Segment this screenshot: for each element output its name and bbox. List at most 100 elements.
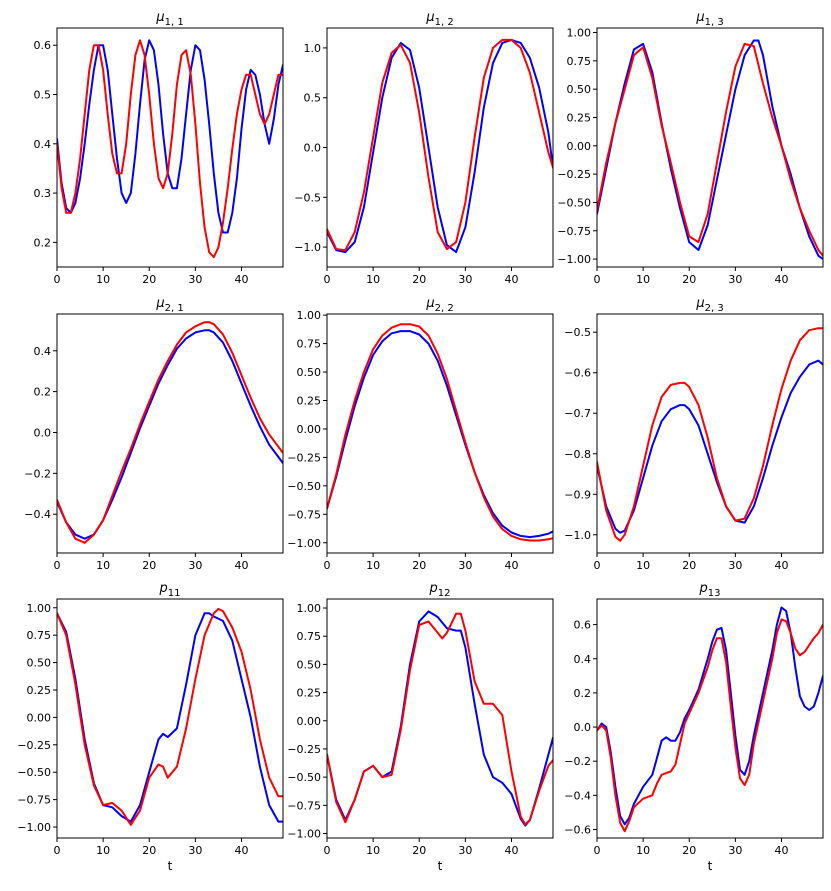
y-tick-label: −0.75 bbox=[287, 508, 321, 521]
x-tick-label: 40 bbox=[234, 273, 248, 286]
y-tick-label: −0.6 bbox=[564, 823, 591, 836]
y-tick-label: −0.50 bbox=[287, 771, 321, 784]
title-symbol: μ bbox=[155, 10, 164, 25]
subplot-title: p12 bbox=[429, 581, 451, 599]
title-subscript: 13 bbox=[708, 588, 721, 599]
y-tick-label: 0.4 bbox=[574, 653, 592, 666]
title-symbol: μ bbox=[155, 296, 164, 311]
x-tick-label: 40 bbox=[774, 844, 788, 857]
y-tick-label: 0.3 bbox=[34, 187, 52, 200]
x-tick-label: 30 bbox=[188, 559, 202, 572]
y-tick-label: −1.00 bbox=[287, 827, 321, 840]
x-tick-label: 20 bbox=[142, 273, 156, 286]
x-tick-label: 20 bbox=[412, 559, 426, 572]
plot-frame bbox=[56, 27, 284, 268]
subplot-title: μ1, 1 bbox=[155, 10, 183, 28]
subplot-9: 0 10 20 30 40 −0.6 −0.4 −0.2 0.0 0.2 0.4 0.6 p13 t bbox=[564, 581, 824, 873]
x-tick-label: 0 bbox=[324, 273, 331, 286]
title-subscript: 1, 1 bbox=[165, 17, 184, 28]
y-tick-label: −0.50 bbox=[287, 480, 321, 493]
y-tick-label: −0.9 bbox=[564, 488, 591, 501]
x-tick-label: 0 bbox=[594, 559, 601, 572]
x-tick-label: 10 bbox=[366, 844, 380, 857]
plot-frame bbox=[596, 27, 824, 268]
red-series-line bbox=[597, 327, 823, 542]
plot-frame bbox=[596, 598, 824, 839]
y-tick-label: −0.75 bbox=[17, 794, 51, 807]
subplot-title: μ2, 3 bbox=[695, 296, 723, 314]
x-tick-label: 20 bbox=[682, 273, 696, 286]
x-tick-label: 40 bbox=[774, 273, 788, 286]
y-tick-label: 0.25 bbox=[567, 111, 592, 124]
y-tick-label: 0.00 bbox=[297, 715, 322, 728]
blue-series-line bbox=[597, 606, 823, 826]
y-tick-label: 0.75 bbox=[27, 629, 52, 642]
y-tick-label: 0.50 bbox=[297, 658, 322, 671]
y-tick-label: 0.75 bbox=[567, 55, 592, 68]
title-subscript: 1, 3 bbox=[705, 17, 724, 28]
title-symbol: μ bbox=[695, 10, 704, 25]
y-tick-label: 0.4 bbox=[34, 138, 52, 151]
x-tick-label: 10 bbox=[96, 273, 110, 286]
y-tick-label: 0.00 bbox=[297, 423, 322, 436]
x-tick-label: 30 bbox=[728, 273, 742, 286]
y-tick-label: 1.0 bbox=[304, 42, 322, 55]
subplot-1: 0 10 20 30 40 0.2 0.3 0.4 0.5 0.6 μ1, 1 bbox=[34, 10, 284, 286]
x-tick-label: 40 bbox=[234, 559, 248, 572]
y-tick-label: 0.50 bbox=[297, 366, 322, 379]
y-tick-label: −0.4 bbox=[564, 789, 591, 802]
x-tick-label: 10 bbox=[636, 844, 650, 857]
subplot-4: 0 10 20 30 40 −0.4 −0.2 0.0 0.2 0.4 μ2, 1 bbox=[24, 296, 284, 572]
x-tick-label: 0 bbox=[324, 844, 331, 857]
title-subscript: 12 bbox=[438, 588, 451, 599]
x-tick-label: 40 bbox=[504, 273, 518, 286]
plot-frame bbox=[56, 313, 284, 554]
plot-frame bbox=[596, 313, 824, 554]
red-series-line bbox=[327, 612, 553, 826]
y-tick-label: −1.0 bbox=[564, 529, 591, 542]
y-tick-label: 0.50 bbox=[27, 657, 52, 670]
blue-series-line bbox=[327, 330, 553, 539]
x-tick-label: 0 bbox=[54, 559, 61, 572]
x-tick-label: 10 bbox=[636, 273, 650, 286]
x-tick-label: 0 bbox=[54, 273, 61, 286]
blue-series-line bbox=[327, 38, 553, 254]
subplot-title: μ2, 1 bbox=[155, 296, 183, 314]
y-tick-label: 0.00 bbox=[27, 711, 52, 724]
x-tick-label: 40 bbox=[504, 844, 518, 857]
x-tick-label: 20 bbox=[682, 559, 696, 572]
x-tick-label: 20 bbox=[682, 844, 696, 857]
subplot-title: p11 bbox=[159, 581, 181, 599]
x-tick-label: 30 bbox=[188, 844, 202, 857]
subplot-6: 0 10 20 30 40 −1.0 −0.9 −0.8 −0.7 −0.6 −0.5 μ2, 3 bbox=[564, 296, 824, 572]
title-subscript: 1, 2 bbox=[435, 17, 454, 28]
red-series-line bbox=[57, 321, 283, 544]
y-tick-label: 0.25 bbox=[297, 394, 322, 407]
title-subscript: 11 bbox=[168, 588, 181, 599]
y-tick-label: 0.25 bbox=[27, 684, 52, 697]
subplot-7: 0 10 20 30 40 −1.00 −0.75 −0.50 −0.25 0.00 0.25 0.5… bbox=[17, 581, 284, 873]
x-tick-label: 10 bbox=[636, 559, 650, 572]
blue-series-line bbox=[57, 39, 283, 234]
y-tick-label: 0.50 bbox=[567, 83, 592, 96]
x-tick-label: 20 bbox=[142, 844, 156, 857]
blue-series-line bbox=[57, 329, 283, 540]
y-tick-label: −0.50 bbox=[17, 766, 51, 779]
subplot-title: μ1, 3 bbox=[695, 10, 723, 28]
subplot-8: 0 10 20 30 40 −1.00 −0.75 −0.50 −0.25 0.00 0.25 0.5… bbox=[287, 581, 554, 873]
y-tick-label: 0.6 bbox=[34, 39, 52, 52]
x-tick-label: 30 bbox=[458, 844, 472, 857]
y-tick-label: −0.50 bbox=[557, 196, 591, 209]
red-series-line bbox=[57, 39, 283, 259]
y-tick-label: 0.5 bbox=[304, 92, 322, 105]
x-tick-label: 30 bbox=[458, 559, 472, 572]
y-tick-label: −0.5 bbox=[294, 191, 321, 204]
plot-frame bbox=[56, 598, 284, 839]
y-tick-label: 0.0 bbox=[574, 721, 592, 734]
y-tick-label: −0.25 bbox=[287, 451, 321, 464]
y-tick-label: −0.7 bbox=[564, 407, 591, 420]
y-tick-label: 0.75 bbox=[297, 630, 322, 643]
y-tick-label: 0.6 bbox=[574, 619, 592, 632]
y-tick-label: −0.75 bbox=[557, 225, 591, 238]
red-series-line bbox=[57, 607, 283, 826]
